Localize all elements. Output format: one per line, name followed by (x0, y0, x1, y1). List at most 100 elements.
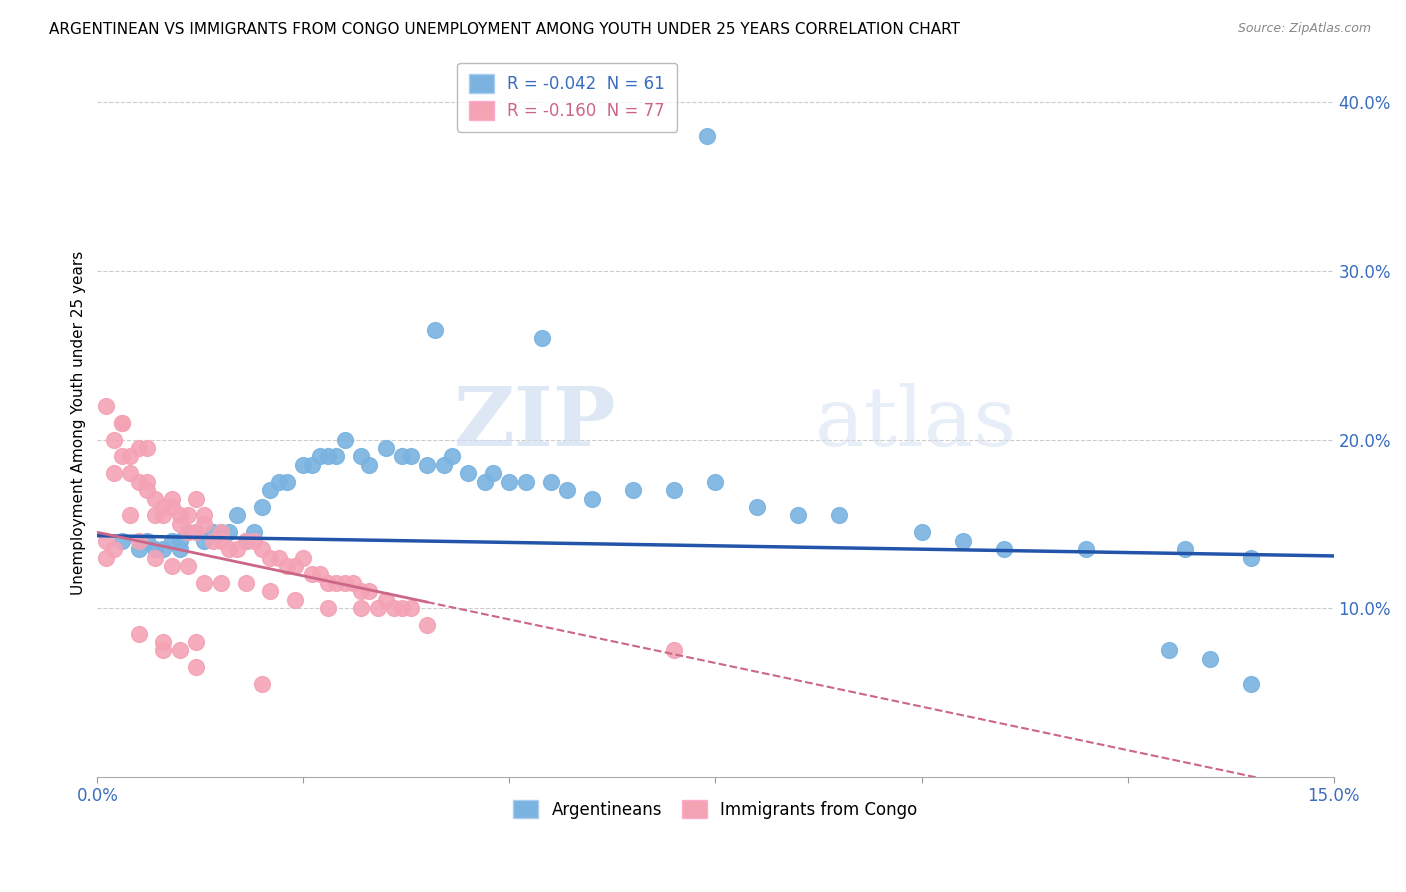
Point (94, 399, 117, 413)
Point (350, 584, 373, 599)
Point (432, 458, 454, 472)
Point (226, 542, 249, 557)
Point (1076, 542, 1098, 557)
Point (250, 500, 273, 514)
Point (226, 508, 249, 523)
Point (531, 331, 554, 345)
Point (209, 533, 232, 548)
Point (120, 467, 142, 481)
Point (177, 508, 200, 523)
Point (316, 601, 339, 615)
Point (284, 559, 307, 574)
Point (169, 542, 191, 557)
Point (374, 441, 396, 455)
Point (235, 533, 257, 548)
Point (177, 525, 200, 540)
Point (1174, 542, 1197, 557)
Point (301, 567, 323, 582)
Point (787, 508, 810, 523)
Point (301, 458, 323, 472)
Point (152, 508, 174, 523)
Point (664, 483, 686, 498)
Legend: Argentineans, Immigrants from Congo: Argentineans, Immigrants from Congo (506, 793, 924, 825)
Point (250, 677, 273, 691)
Point (292, 458, 315, 472)
Point (416, 618, 439, 632)
Point (218, 525, 240, 540)
Point (186, 491, 208, 506)
Point (128, 475, 150, 489)
Point (186, 635, 208, 649)
Point (482, 467, 505, 481)
Point (621, 483, 644, 498)
Point (325, 575, 347, 590)
Text: Source: ZipAtlas.com: Source: ZipAtlas.com (1237, 22, 1371, 36)
Point (152, 643, 174, 657)
Point (474, 475, 496, 489)
Point (540, 475, 562, 489)
Point (143, 550, 166, 565)
Point (555, 483, 578, 498)
Point (128, 542, 150, 557)
Point (111, 533, 134, 548)
Point (359, 458, 381, 472)
Point (828, 508, 851, 523)
Point (186, 660, 208, 674)
Point (169, 643, 191, 657)
Point (309, 450, 332, 464)
Point (209, 575, 232, 590)
Point (152, 542, 174, 557)
Point (111, 416, 134, 430)
Point (284, 592, 307, 607)
Point (243, 533, 266, 548)
Point (267, 550, 290, 565)
Point (160, 533, 183, 548)
Point (696, 128, 718, 143)
Point (160, 491, 183, 506)
Text: ZIP: ZIP (454, 383, 617, 463)
Point (391, 450, 413, 464)
Point (235, 575, 257, 590)
Point (704, 475, 727, 489)
Point (135, 533, 157, 548)
Point (267, 475, 290, 489)
Point (745, 500, 768, 514)
Point (209, 525, 232, 540)
Point (103, 467, 125, 481)
Point (177, 525, 200, 540)
Point (1199, 652, 1222, 666)
Point (169, 516, 191, 531)
Point (342, 575, 364, 590)
Point (259, 584, 281, 599)
Point (160, 500, 183, 514)
Point (399, 450, 422, 464)
Point (333, 433, 356, 447)
Point (160, 559, 183, 574)
Point (152, 500, 174, 514)
Point (259, 483, 281, 498)
Point (128, 626, 150, 640)
Point (1240, 677, 1263, 691)
Point (177, 559, 200, 574)
Point (169, 533, 191, 548)
Point (152, 635, 174, 649)
Point (135, 483, 157, 498)
Point (120, 508, 142, 523)
Point (1157, 643, 1180, 657)
Point (135, 441, 157, 455)
Point (993, 542, 1015, 557)
Point (186, 525, 208, 540)
Point (111, 416, 134, 430)
Point (143, 491, 166, 506)
Point (103, 542, 125, 557)
Point (367, 601, 389, 615)
Point (193, 575, 215, 590)
Text: ARGENTINEAN VS IMMIGRANTS FROM CONGO UNEMPLOYMENT AMONG YOUTH UNDER 25 YEARS COR: ARGENTINEAN VS IMMIGRANTS FROM CONGO UNE… (49, 22, 960, 37)
Point (111, 450, 134, 464)
Point (201, 533, 224, 548)
Point (316, 450, 339, 464)
Point (350, 450, 373, 464)
Point (391, 601, 413, 615)
Point (94, 533, 117, 548)
Point (440, 450, 463, 464)
